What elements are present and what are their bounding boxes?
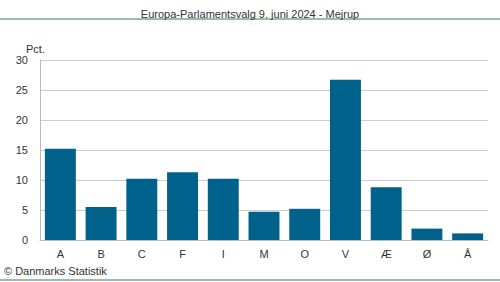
- svg-text:20: 20: [16, 114, 28, 126]
- svg-text:25: 25: [16, 84, 28, 96]
- svg-text:O: O: [300, 248, 309, 260]
- svg-text:5: 5: [22, 204, 28, 216]
- svg-text:© Danmarks Statistik: © Danmarks Statistik: [4, 265, 107, 277]
- svg-text:F: F: [179, 248, 186, 260]
- svg-text:Pct.: Pct.: [26, 43, 45, 55]
- svg-text:Å: Å: [464, 248, 472, 260]
- svg-text:A: A: [57, 248, 65, 260]
- svg-text:Æ: Æ: [381, 248, 392, 260]
- svg-text:M: M: [259, 248, 268, 260]
- svg-text:15: 15: [16, 144, 28, 156]
- svg-text:30: 30: [16, 54, 28, 66]
- svg-text:10: 10: [16, 174, 28, 186]
- svg-text:Europa-Parlamentsvalg 9. juni: Europa-Parlamentsvalg 9. juni 2024 - Mej…: [141, 8, 359, 20]
- svg-text:B: B: [97, 248, 104, 260]
- svg-text:0: 0: [22, 234, 28, 246]
- svg-text:Ø: Ø: [423, 248, 432, 260]
- svg-text:V: V: [342, 248, 350, 260]
- svg-text:I: I: [222, 248, 225, 260]
- svg-text:C: C: [138, 248, 146, 260]
